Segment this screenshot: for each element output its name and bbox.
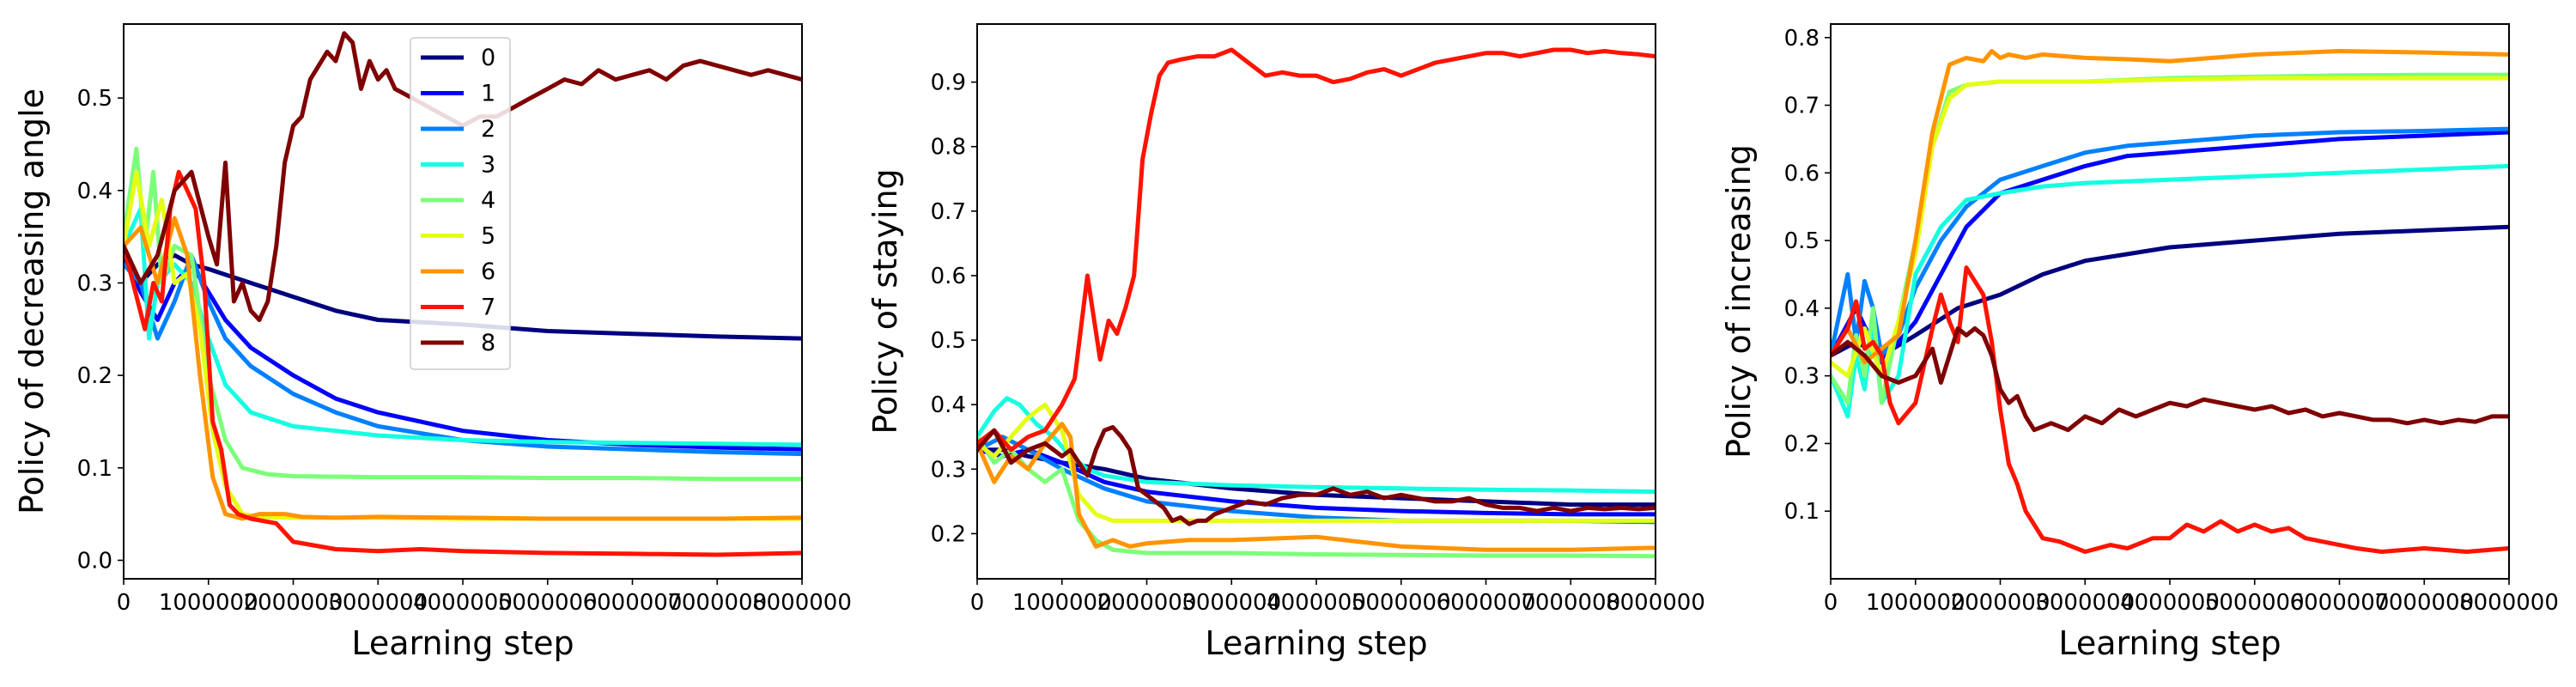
x-tick-label: 5000000 xyxy=(2205,590,2305,616)
legend-box xyxy=(410,37,511,370)
y-tick-label: 0.6 xyxy=(931,264,966,289)
y-axis-label: Policy of staying xyxy=(866,168,904,434)
y-tick-label: 0.4 xyxy=(931,392,966,418)
x-tick-label: 0 xyxy=(1824,590,1838,616)
legend-label-0: 0 xyxy=(481,45,495,71)
plot-frame xyxy=(1830,23,2510,580)
x-tick-label: 5000000 xyxy=(1352,590,1451,616)
series-line-8 xyxy=(124,31,802,322)
y-tick-label: 0.2 xyxy=(1784,431,1820,457)
series-group xyxy=(1831,49,2509,554)
y-tick-label: 0.1 xyxy=(1784,499,1820,525)
legend-label-1: 1 xyxy=(481,81,495,107)
x-tick-label: 5000000 xyxy=(498,590,598,616)
y-tick-label: 0.5 xyxy=(1784,228,1820,254)
x-tick-label: 2000000 xyxy=(244,590,343,616)
series-line-6 xyxy=(1831,49,2509,365)
y-tick-label: 0.2 xyxy=(77,363,112,389)
series-line-3 xyxy=(124,206,802,447)
y-tick-label: 0.7 xyxy=(1784,94,1820,119)
series-line-2 xyxy=(1831,126,2509,358)
y-tick-label: 0.7 xyxy=(931,199,966,225)
series-group xyxy=(124,31,802,557)
x-tick-label: 7000000 xyxy=(1521,590,1620,616)
y-tick-label: 0.8 xyxy=(1784,26,1820,52)
legend-label-3: 3 xyxy=(481,152,495,179)
x-tick-label: 8000000 xyxy=(752,590,852,616)
legend-label-4: 4 xyxy=(481,187,495,214)
x-tick-label: 2000000 xyxy=(1951,590,2050,616)
y-tick-label: 0.4 xyxy=(1784,296,1820,322)
series-line-6 xyxy=(124,216,802,521)
x-tick-label: 6000000 xyxy=(583,590,683,616)
series-line-3 xyxy=(977,396,1656,495)
x-tick-label: 3000000 xyxy=(1182,590,1281,616)
x-tick-label: 1000000 xyxy=(1012,590,1112,616)
series-line-7 xyxy=(977,47,1656,453)
x-tick-label: 7000000 xyxy=(2374,590,2474,616)
y-tick-label: 0.3 xyxy=(1784,364,1820,390)
y-tick-label: 0.5 xyxy=(77,86,112,112)
y-axis-label: Policy of decreasing angle xyxy=(13,88,51,514)
x-tick-label: 8000000 xyxy=(1606,590,1705,616)
panel-1: 0 100000020000003000000400000050000006000… xyxy=(13,23,852,662)
x-axis-label: Learning step xyxy=(351,624,574,662)
series-line-8 xyxy=(977,425,1656,526)
series-line-5 xyxy=(1831,76,2509,379)
panel-2: 0 100000020000003000000400000050000006000… xyxy=(866,23,1705,662)
x-tick-label: 1000000 xyxy=(159,590,258,616)
y-tick-label: 0.5 xyxy=(931,328,966,354)
series-line-7 xyxy=(1831,265,2509,554)
y-tick-label: 0.9 xyxy=(931,70,966,96)
y-tick-label: 0.1 xyxy=(77,456,112,482)
legend-label-5: 5 xyxy=(481,223,495,250)
series-line-5 xyxy=(977,402,1656,523)
legend: 0 1 2 3 4 5 6 7 8 xyxy=(410,37,511,370)
y-tick-label: 0.2 xyxy=(931,521,966,547)
x-tick-label: 8000000 xyxy=(2459,590,2559,616)
series-group xyxy=(977,47,1656,559)
y-tick-label: 0.3 xyxy=(931,457,966,483)
series-line-7 xyxy=(124,169,802,557)
series-line-8 xyxy=(1831,326,2509,433)
x-axis-label: Learning step xyxy=(1205,624,1427,662)
x-tick-label: 4000000 xyxy=(2120,590,2220,616)
series-line-6 xyxy=(977,422,1656,552)
x-tick-label: 6000000 xyxy=(2290,590,2390,616)
series-line-4 xyxy=(124,146,802,482)
x-axis-label: Learning step xyxy=(2058,624,2281,662)
x-tick-label: 3000000 xyxy=(328,590,428,616)
y-tick-label: 0.6 xyxy=(1784,161,1820,186)
series-line-3 xyxy=(1831,163,2509,419)
x-tick-label: 0 xyxy=(117,590,131,616)
x-tick-label: 3000000 xyxy=(2035,590,2135,616)
legend-label-7: 7 xyxy=(481,295,495,321)
y-axis-label: Policy of increasing xyxy=(1720,144,1758,459)
y-tick-label: 0.0 xyxy=(77,548,112,574)
x-tick-label: 0 xyxy=(970,590,985,616)
x-tick-label: 4000000 xyxy=(1267,590,1366,616)
legend-label-2: 2 xyxy=(481,116,495,143)
y-tick-label: 0.3 xyxy=(77,271,112,296)
series-line-2 xyxy=(124,252,802,457)
x-tick-label: 1000000 xyxy=(1866,590,1965,616)
x-tick-label: 7000000 xyxy=(667,590,767,616)
x-tick-label: 2000000 xyxy=(1097,590,1197,616)
panel-3: 0 100000020000003000000400000050000006000… xyxy=(1720,23,2559,662)
x-tick-label: 4000000 xyxy=(413,590,513,616)
y-tick-label: 0.4 xyxy=(77,179,112,204)
legend-label-6: 6 xyxy=(481,258,495,285)
y-tick-label: 0.8 xyxy=(931,135,966,161)
legend-label-8: 8 xyxy=(481,330,495,356)
x-tick-label: 6000000 xyxy=(1437,590,1536,616)
